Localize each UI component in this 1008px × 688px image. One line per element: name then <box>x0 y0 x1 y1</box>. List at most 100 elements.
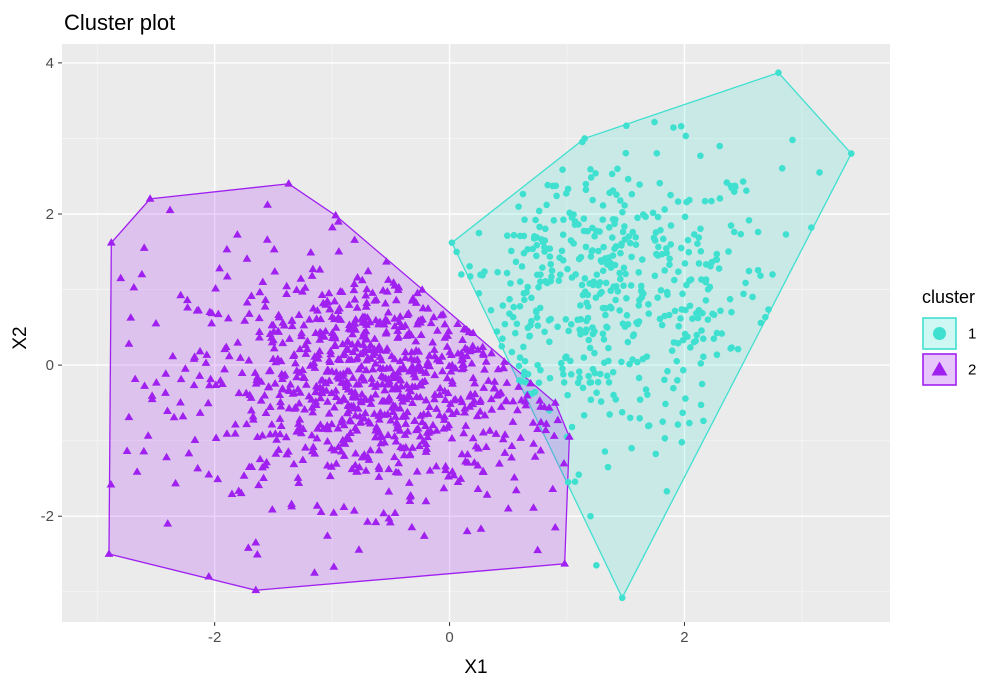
cluster-2-point <box>275 414 285 422</box>
cluster-1-point <box>697 152 704 160</box>
cluster-2-point <box>284 179 294 187</box>
cluster-1-point <box>577 315 585 323</box>
cluster-1-point <box>639 290 647 298</box>
cluster-1-point <box>602 279 610 287</box>
cluster-2-point <box>252 549 262 558</box>
cluster-1-point <box>587 165 594 173</box>
cluster-2-point <box>194 305 203 314</box>
cluster-2-point <box>168 351 178 360</box>
cluster-1-point <box>692 337 700 345</box>
cluster-2-point <box>410 355 419 364</box>
cluster-2-point <box>393 372 403 381</box>
cluster-2-point <box>203 398 213 407</box>
cluster-2-point <box>384 514 394 522</box>
cluster-1-point <box>510 303 517 311</box>
cluster-1-point <box>587 512 594 520</box>
cluster-2-point <box>247 462 257 471</box>
cluster-1-point <box>543 201 550 209</box>
cluster-1-point <box>475 229 483 237</box>
cluster-2-point <box>259 473 268 482</box>
cluster-1-point <box>636 181 643 188</box>
cluster-2-point <box>391 467 401 476</box>
cluster-1-point <box>586 379 594 386</box>
cluster-2-point <box>330 296 339 305</box>
cluster-2-point <box>379 508 389 517</box>
cluster-1-point <box>599 216 606 223</box>
cluster-2-point <box>195 371 205 379</box>
legend-item-1: 1 <box>922 317 976 350</box>
cluster-2-point <box>362 355 371 364</box>
cluster-1-point <box>556 254 563 261</box>
cluster-1-point <box>503 269 511 277</box>
cluster-1-point <box>663 288 671 296</box>
cluster-1-point <box>560 216 567 223</box>
cluster-1-point <box>585 372 592 380</box>
cluster-1-point <box>608 170 616 178</box>
axis-ticks: -2 0 2 -2 0 2 4 <box>41 55 689 646</box>
cluster-1-point <box>516 278 524 285</box>
cluster-1-point <box>481 268 488 275</box>
cluster-2-point <box>393 367 403 376</box>
cluster-1-point <box>550 217 558 224</box>
cluster-1-point <box>524 283 531 291</box>
cluster-1-point <box>466 273 474 280</box>
cluster-2-point <box>316 393 325 402</box>
cluster-1-point <box>726 295 734 303</box>
cluster-1-point <box>487 306 495 314</box>
cluster-2-point <box>481 357 491 365</box>
cluster-2-point <box>421 421 430 429</box>
cluster-2-point <box>478 466 488 475</box>
cluster-1-point <box>702 297 710 304</box>
cluster-2-point <box>443 388 453 397</box>
cluster-2-point <box>247 291 256 299</box>
cluster-1-point <box>734 345 742 353</box>
cluster-2-point <box>294 419 303 427</box>
cluster-1-point <box>577 253 585 261</box>
cluster-2-point <box>269 244 279 253</box>
cluster-2-point <box>492 391 502 399</box>
cluster-2-point <box>507 453 516 461</box>
cluster-2-point <box>453 477 463 486</box>
cluster-1-point <box>617 249 624 257</box>
cluster-2-point <box>312 501 322 509</box>
cluster-2-point <box>384 275 393 283</box>
cluster-2-point <box>132 467 142 475</box>
x-tick-label: 2 <box>680 629 688 646</box>
cluster-1-point <box>635 269 643 276</box>
cluster-1-point <box>612 282 620 290</box>
cluster-1-point <box>695 260 703 267</box>
cluster-1-point <box>593 562 600 569</box>
cluster-2-point <box>163 406 172 414</box>
cluster-1-point <box>778 164 786 172</box>
cluster-2-point <box>517 395 526 404</box>
cluster-2-point <box>216 376 225 384</box>
cluster-2-point <box>206 374 215 383</box>
cluster-2-point <box>292 366 302 374</box>
cluster-2-point <box>432 426 442 434</box>
cluster-1-point <box>659 235 667 243</box>
cluster-1-point <box>575 471 583 478</box>
cluster-1-point <box>702 278 709 286</box>
cluster-2-point <box>357 314 367 322</box>
cluster-2-point <box>329 508 339 516</box>
cluster-1-point <box>587 174 595 181</box>
cluster-1-point <box>535 207 543 215</box>
cluster-2-point <box>318 385 328 393</box>
cluster-2-point <box>444 472 453 480</box>
cluster-1-point <box>713 329 721 337</box>
cluster-1-point <box>625 233 633 240</box>
cluster-2-point <box>331 386 341 394</box>
cluster-1-point <box>649 209 657 217</box>
cluster-1-point <box>728 308 735 316</box>
cluster-1-point <box>466 263 473 270</box>
cluster-2-point <box>468 341 478 350</box>
cluster-1-point <box>620 264 628 272</box>
cluster-2-point <box>292 285 302 293</box>
cluster-2-point <box>278 371 288 379</box>
cluster-2-point <box>274 310 284 319</box>
cluster-1-point <box>620 282 627 290</box>
cluster-2-point <box>298 287 307 295</box>
cluster-1-point <box>580 215 588 223</box>
cluster-2-point <box>565 432 574 440</box>
x-tick-label: 0 <box>445 629 453 646</box>
